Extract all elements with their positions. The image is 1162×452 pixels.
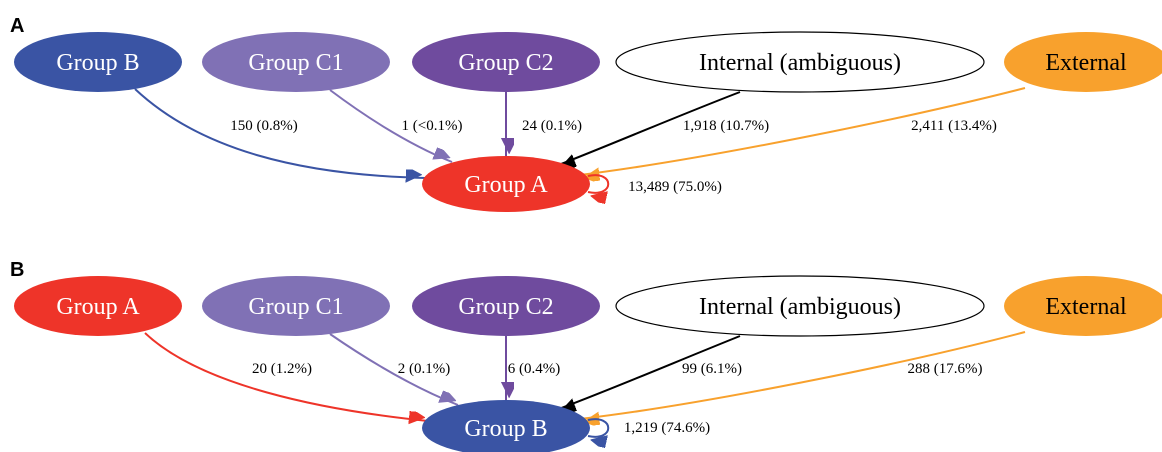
- node-group-c1: Group C1: [202, 276, 390, 336]
- node-shape: [202, 276, 390, 336]
- node-shape: [422, 400, 590, 452]
- node-external: External: [1004, 276, 1162, 336]
- edge-group-c1-to-group-b: [329, 333, 459, 406]
- target-node-group-b: Group B: [422, 400, 590, 452]
- edge-internal-ambiguous-to-group-a: [555, 91, 741, 166]
- node-shape: [1004, 32, 1162, 92]
- node-group-a: Group A: [14, 276, 182, 336]
- node-shape: [14, 32, 182, 92]
- edge-label: 99 (6.1%): [682, 361, 742, 377]
- self-loop-label: 13,489 (75.0%): [628, 179, 722, 195]
- edge-label: 24 (0.1%): [522, 118, 582, 134]
- node-label: Group C2: [458, 50, 553, 76]
- node-shape: [422, 156, 590, 212]
- edge-external-to-group-a: [579, 87, 1026, 175]
- node-label: Group B: [464, 416, 547, 442]
- node-shape: [615, 31, 985, 93]
- edge-label: 2 (0.1%): [398, 361, 451, 377]
- panel-a: A 150 (0.8%) 1 (<0.1%) 24 (0.1%) 1,918 (10.7…: [10, 15, 1162, 212]
- node-internal-ambiguous: Internal (ambiguous): [615, 31, 985, 93]
- node-label: Group C1: [248, 50, 343, 76]
- self-loop-label: 1,219 (74.6%): [624, 420, 710, 436]
- edge-group-b-to-group-a: [134, 88, 426, 178]
- node-group-c2: Group C2: [412, 276, 600, 336]
- node-group-b: Group B: [14, 32, 182, 92]
- panel-b: B 20 (1.2%) 2 (0.1%) 6 (0.4%) 99 (6.1%) 288 (…: [10, 259, 1162, 452]
- node-external: External: [1004, 32, 1162, 92]
- node-shape: [202, 32, 390, 92]
- node-label: Group C1: [248, 294, 343, 320]
- node-shape: [615, 275, 985, 337]
- node-shape: [412, 276, 600, 336]
- node-group-c2: Group C2: [412, 32, 600, 92]
- node-label: Internal (ambiguous): [699, 50, 901, 76]
- node-label: Group B: [56, 50, 139, 76]
- edge-label: 288 (17.6%): [908, 361, 983, 377]
- panel-label: A: [10, 15, 24, 37]
- edge-label: 1 (<0.1%): [402, 118, 463, 134]
- self-loop-edge: [587, 174, 610, 193]
- edge-label: 1,918 (10.7%): [683, 118, 769, 134]
- edge-label: 150 (0.8%): [230, 118, 298, 134]
- edge-label: 20 (1.2%): [252, 361, 312, 377]
- panel-label: B: [10, 259, 24, 281]
- node-shape: [412, 32, 600, 92]
- node-label: Group A: [56, 294, 140, 320]
- edge-label: 2,411 (13.4%): [911, 118, 997, 134]
- self-loop-edge: [587, 418, 610, 437]
- node-label: Group A: [464, 172, 548, 198]
- node-label: External: [1045, 50, 1127, 76]
- edge-group-a-to-group-b: [144, 332, 429, 421]
- node-shape: [14, 276, 182, 336]
- node-group-c1: Group C1: [202, 32, 390, 92]
- edge-internal-ambiguous-to-group-b: [555, 335, 741, 410]
- edge-group-c1-to-group-a: [329, 89, 453, 163]
- edge-label: 6 (0.4%): [508, 361, 561, 377]
- node-shape: [1004, 276, 1162, 336]
- node-internal-ambiguous: Internal (ambiguous): [615, 275, 985, 337]
- node-label: Group C2: [458, 294, 553, 320]
- target-node-group-a: Group A: [422, 156, 590, 212]
- edge-external-to-group-b: [579, 331, 1026, 419]
- node-label: External: [1045, 294, 1127, 320]
- node-label: Internal (ambiguous): [699, 294, 901, 320]
